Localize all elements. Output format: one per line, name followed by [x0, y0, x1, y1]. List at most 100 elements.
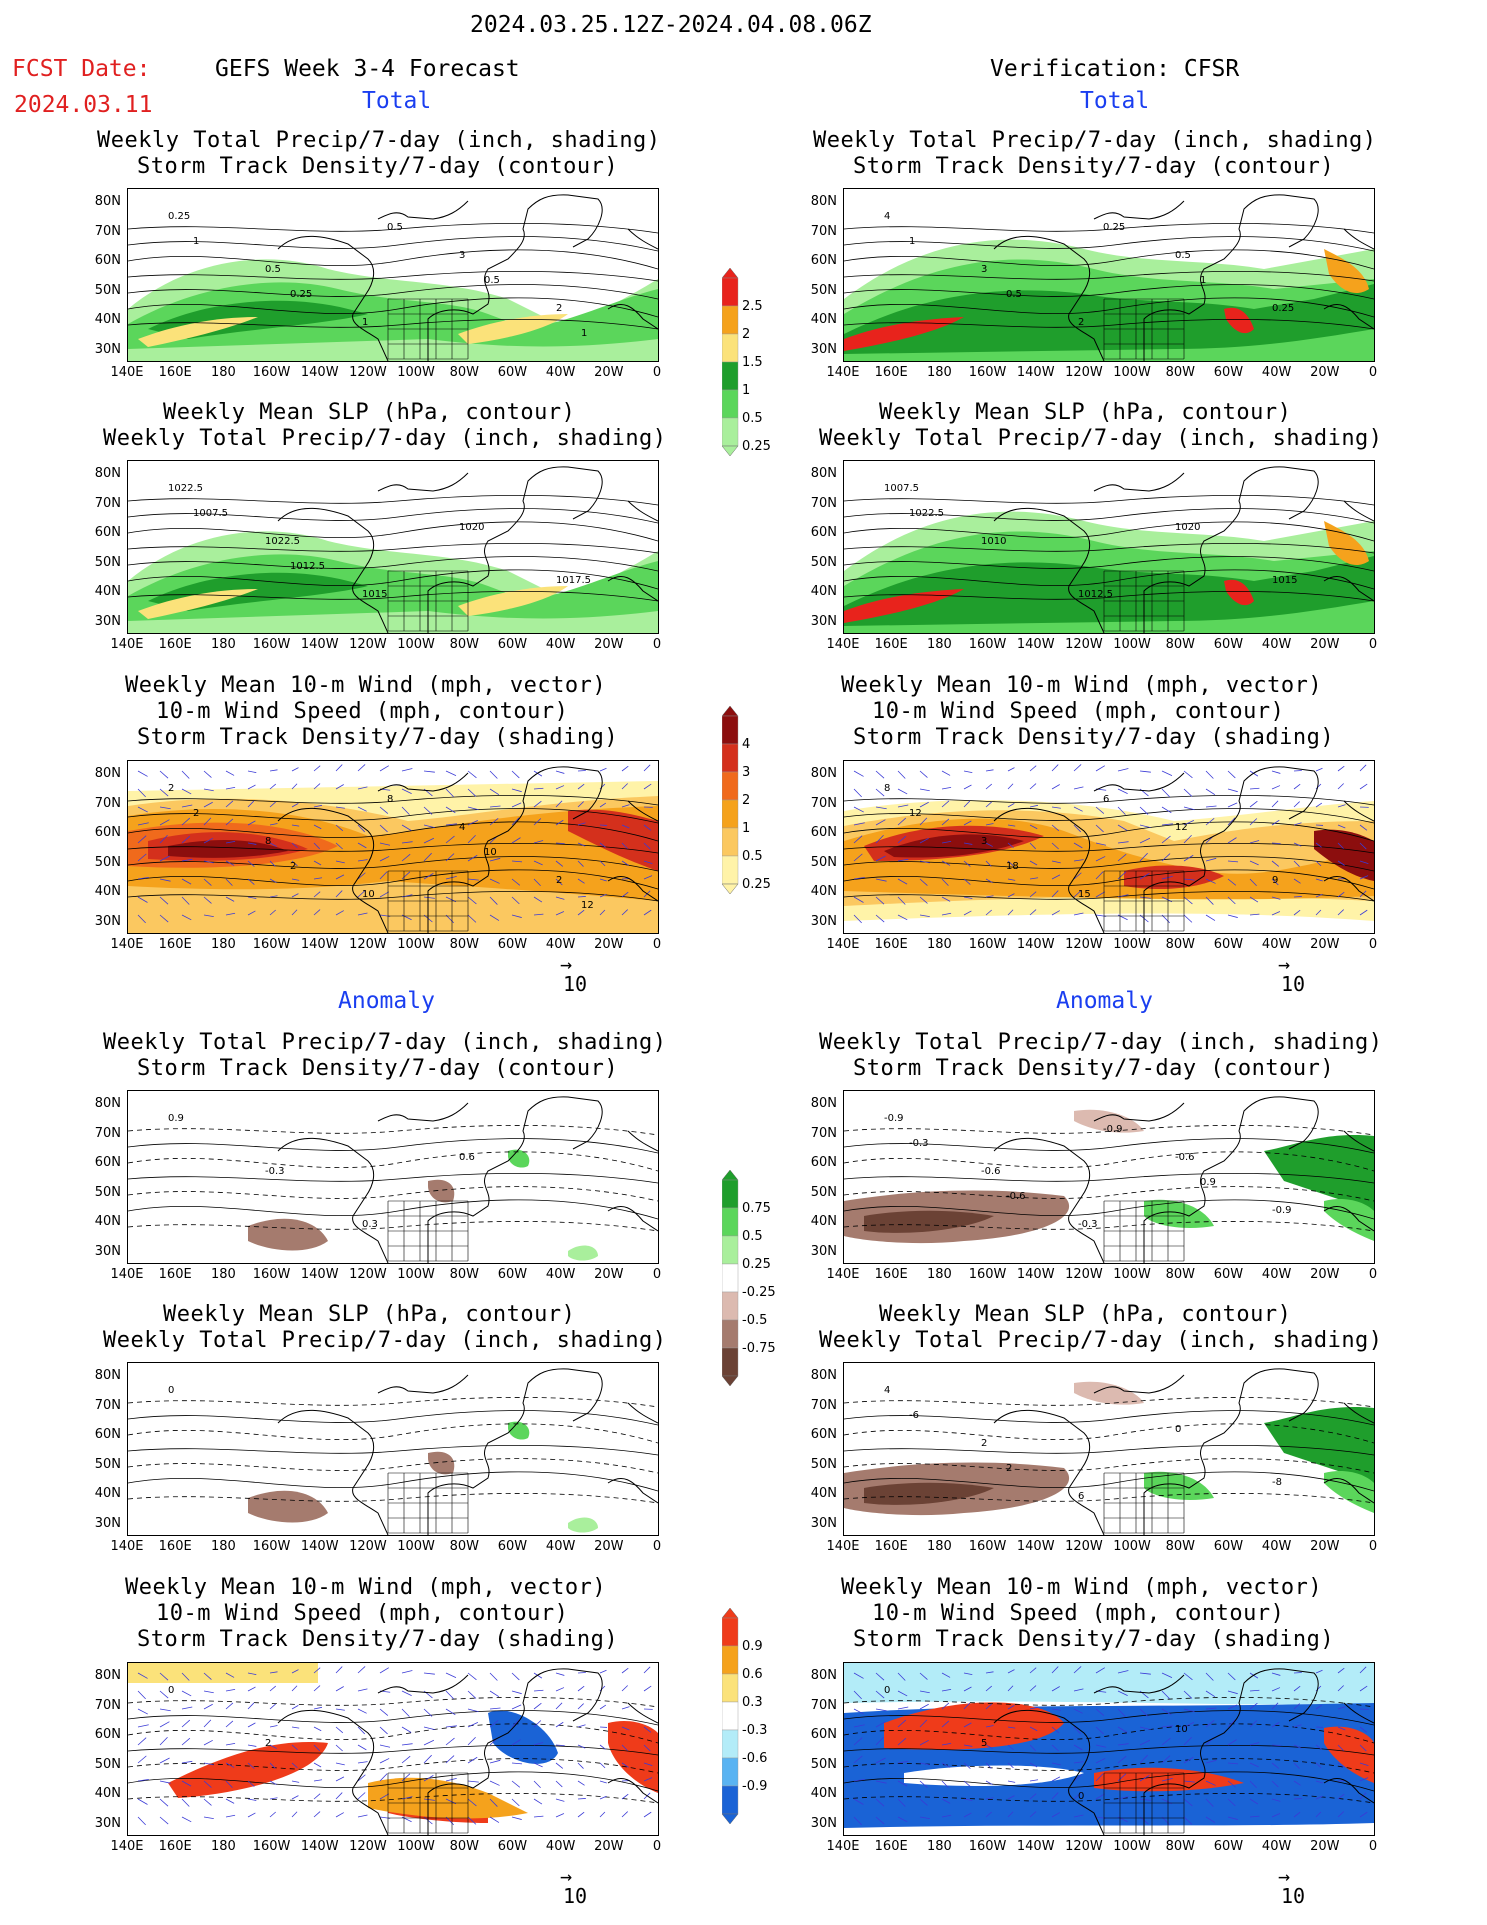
- lat-tick-label: 40N: [94, 312, 121, 327]
- colorbar-swatch-2: [722, 1673, 739, 1703]
- coastline: [993, 1096, 1374, 1263]
- lon-tick-label: 20W: [594, 637, 624, 652]
- colorbar-swatch-1: [722, 743, 739, 773]
- lon-tick-label: 120W: [1065, 937, 1103, 952]
- lon-tick-label: 80W: [449, 1267, 479, 1282]
- lat-tick-label: 50N: [810, 554, 837, 570]
- p4-title-1: Weekly Total Precip/7-day (inch, shading…: [103, 1030, 667, 1055]
- lat-tick-label: 70N: [94, 1697, 121, 1713]
- contour-line-4: [844, 856, 1374, 872]
- contour-line-6: [844, 891, 1374, 902]
- lon-tick-label: 40W: [1261, 937, 1292, 952]
- lon-tick-label: 0: [652, 365, 662, 380]
- shading-band-2: [508, 1421, 530, 1440]
- contour-label-5: -6: [909, 1410, 919, 1421]
- lon-tick-label: 80W: [1165, 1267, 1195, 1282]
- coastline: [993, 466, 1374, 633]
- lon-tick-label: 160E: [158, 1267, 192, 1282]
- colorbar-swatch-2: [722, 771, 739, 801]
- left-column-title: GEFS Week 3-4 Forecast: [215, 56, 520, 82]
- contour-label-0: 4: [884, 1385, 890, 1396]
- lat-tick-label: 50N: [810, 1456, 837, 1472]
- contour-line-3: [128, 543, 658, 554]
- lat-tick-label: 70N: [94, 495, 121, 511]
- contour-label-0: 1022.5: [168, 483, 203, 494]
- contour-line-6: [844, 1793, 1374, 1804]
- contour-line-6: [844, 1493, 1374, 1504]
- us-state-boundaries: [387, 570, 469, 632]
- lon-tick-label: 120W: [1065, 1839, 1103, 1854]
- q3-title-3: Storm Track Density/7-day (shading): [853, 725, 1335, 750]
- lat-tick-label: 50N: [810, 282, 837, 298]
- contour-label-1: 0.5: [265, 264, 281, 275]
- colorbar-tick-label: -0.75: [742, 1341, 776, 1356]
- lat-tick-label: 40N: [94, 884, 121, 899]
- lon-tick-label: 0: [1368, 1539, 1378, 1554]
- contour-line-0: [844, 1397, 1374, 1408]
- lon-tick-label: 20W: [1310, 1267, 1340, 1282]
- vector-ref-arrow-4: →: [1278, 1864, 1291, 1888]
- contour-label-4: 1015: [1272, 575, 1297, 586]
- lat-tick-label: 50N: [94, 1456, 121, 1472]
- contour-label-1: 1022.5: [265, 536, 300, 547]
- contour-label-7: 0.25: [1103, 222, 1125, 233]
- contour-line-3: [844, 1445, 1374, 1456]
- shading-band-2: [844, 284, 1374, 354]
- contour-label-3: -0.6: [1175, 1152, 1195, 1163]
- contour-line-5: [844, 569, 1374, 590]
- lon-tick-label: 100W: [397, 1267, 435, 1282]
- contour-line-5: [844, 1771, 1374, 1792]
- lon-tick-label: 160W: [252, 937, 291, 952]
- contour-label-5: 1022.5: [909, 508, 944, 519]
- colorbar-tick-label: -0.25: [742, 1285, 776, 1300]
- lon-tick-label: 100W: [1113, 1539, 1151, 1554]
- colorbar-swatch-6: [722, 1785, 739, 1815]
- coastline: [993, 1668, 1374, 1835]
- shading-band-4: [884, 834, 1024, 858]
- lon-tick-label: 60W: [1213, 637, 1244, 652]
- lon-tick-label: 40W: [545, 1267, 576, 1282]
- contour-label-1: 2: [981, 1438, 987, 1449]
- shading-band-1: [864, 1210, 994, 1233]
- contour-label-2: 1: [362, 317, 368, 328]
- contour-label-2: 10: [362, 889, 375, 900]
- lon-tick-label: 160E: [874, 1267, 908, 1282]
- contour-label-2: 0.3: [362, 1219, 378, 1230]
- contour-label-2: 0: [1078, 1791, 1084, 1802]
- vector-ref-value-3: 10: [563, 1884, 588, 1908]
- lat-tick-label: 40N: [810, 584, 837, 599]
- lon-tick-label: 40W: [545, 1839, 576, 1854]
- lon-tick-label: 0: [1368, 937, 1378, 952]
- wind-vectors: [853, 1666, 1369, 1826]
- lon-tick-label: 20W: [594, 1839, 624, 1854]
- contour-label-3: 1020: [459, 522, 484, 533]
- contour-label-5: 12: [909, 808, 922, 819]
- contour-line-4: [128, 1758, 658, 1774]
- contour-label-0: 0: [168, 1685, 174, 1696]
- colorbar-swatch-4: [722, 1729, 739, 1759]
- contour-line-2: [128, 1151, 658, 1172]
- contour-label-3: 10: [1175, 1724, 1188, 1735]
- lat-tick-label: 60N: [810, 1155, 837, 1170]
- date-range-title: 2024.03.25.12Z-2024.04.08.06Z: [470, 12, 872, 38]
- lon-tick-label: 20W: [1310, 1839, 1340, 1854]
- colorbar-tick-label: 0.25: [742, 877, 771, 892]
- contour-line-2: [844, 249, 1374, 270]
- lat-tick-label: 80N: [810, 1668, 837, 1683]
- lon-tick-label: 180: [926, 937, 952, 952]
- lon-tick-label: 120W: [349, 365, 387, 380]
- contour-label-3: 0.5: [1175, 250, 1191, 261]
- shading-band-6: [1124, 865, 1224, 889]
- lon-tick-label: 160W: [252, 1839, 291, 1854]
- map-gefs-total-wind-storm: 2 8 10 4 2 2 2 8 10 12: [127, 760, 659, 934]
- contour-line-0: [844, 1125, 1374, 1136]
- contour-label-3: 4: [459, 822, 465, 833]
- lat-tick-label: 50N: [94, 282, 121, 298]
- contour-label-1: -0.6: [981, 1166, 1001, 1177]
- lon-tick-label: 80W: [449, 365, 479, 380]
- contour-line-5: [128, 1771, 658, 1792]
- coastline: [277, 466, 658, 633]
- lon-tick-label: 160E: [874, 1839, 908, 1854]
- us-state-boundaries: [1103, 1472, 1185, 1534]
